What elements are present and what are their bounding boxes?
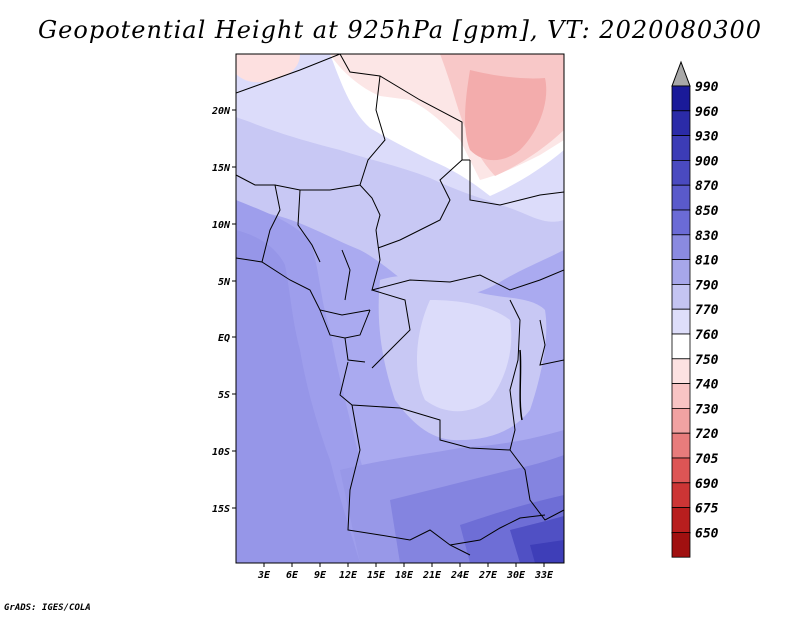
lon-label: 9E xyxy=(314,570,327,581)
map-frame xyxy=(235,53,565,564)
colorbar-swatch xyxy=(671,159,691,186)
lat-tick: 10S xyxy=(212,447,236,458)
colorbar-boxes: 990 960 930 900 870 850 830 810 790 770 760 750 740 7… xyxy=(671,80,719,558)
lat-label: 10N xyxy=(212,220,231,231)
colorbar-swatch xyxy=(671,85,691,112)
colorbar-label: 690 xyxy=(695,477,719,492)
colorbar-swatch xyxy=(671,259,691,285)
grads-credit: GrADS: IGES/COLA xyxy=(4,603,91,613)
country-borders xyxy=(236,54,564,563)
colorbar-swatch xyxy=(671,308,691,335)
lon-axis: 3E 6E 9E 12E 15E 18E 21E 24E 27E 30E 33E xyxy=(257,563,554,581)
lon-tick: 6E xyxy=(286,563,299,581)
lat-label: 5N xyxy=(218,277,231,288)
colorbar-swatch xyxy=(671,507,691,533)
colorbar-swatch xyxy=(671,407,691,434)
lon-label: 12E xyxy=(339,570,358,581)
lon-tick: 21E xyxy=(422,563,442,581)
lat-label: 20N xyxy=(211,106,231,117)
lon-label: 18E xyxy=(395,570,414,581)
lon-label: 33E xyxy=(534,570,554,581)
colorbar-label: 750 xyxy=(695,353,719,368)
lat-tick: 5S xyxy=(218,390,236,401)
lat-tick: 15S xyxy=(212,504,236,515)
colorbar-label: 900 xyxy=(695,154,719,169)
colorbar-swatch xyxy=(671,532,691,558)
lat-tick: EQ xyxy=(218,333,236,344)
lat-tick: 15N xyxy=(212,163,236,174)
colorbar-swatch xyxy=(671,333,691,360)
colorbar-label: 650 xyxy=(695,526,719,541)
lon-label: 24E xyxy=(450,570,470,581)
lon-label: 30E xyxy=(506,570,526,581)
lat-tick: 5N xyxy=(218,277,236,288)
lon-tick: 12E xyxy=(339,563,358,581)
contour-730 xyxy=(465,70,547,161)
colorbar-label: 790 xyxy=(695,278,719,293)
height-field xyxy=(236,54,564,563)
colorbar-label: 760 xyxy=(695,328,719,343)
colorbar-swatch xyxy=(671,209,691,236)
contour-850 xyxy=(236,230,360,563)
colorbar-label: 930 xyxy=(695,130,719,145)
lon-label: 21E xyxy=(422,570,442,581)
colorbar-label: 810 xyxy=(695,254,719,269)
colorbar-top-arrow xyxy=(671,60,691,87)
colorbar-swatch xyxy=(671,457,691,484)
lon-tick: 15E xyxy=(367,563,386,581)
contour-770-basin xyxy=(416,300,512,412)
colorbar-label: 830 xyxy=(695,229,719,244)
lon-label: 6E xyxy=(286,570,299,581)
lat-tick: 20N xyxy=(211,106,236,117)
colorbar-swatch xyxy=(671,358,691,384)
colorbar-label: 720 xyxy=(695,427,719,442)
colorbar-label: 960 xyxy=(695,105,719,120)
colorbar-swatch xyxy=(671,135,691,161)
colorbar-label: 770 xyxy=(695,303,719,318)
colorbar-label: 850 xyxy=(695,204,719,219)
lon-tick: 18E xyxy=(395,563,414,581)
colorbar-swatch xyxy=(671,283,691,310)
colorbar-swatch xyxy=(671,184,691,211)
colorbar-label: 730 xyxy=(695,402,719,417)
lon-tick: 24E xyxy=(450,563,470,581)
lon-tick: 3E xyxy=(257,563,271,581)
contour-730b xyxy=(236,54,300,83)
contour-930-south xyxy=(530,540,564,563)
colorbar-swatch xyxy=(671,234,691,261)
colorbar-swatch xyxy=(671,482,691,508)
lon-tick: 33E xyxy=(534,563,554,581)
map-title: Geopotential Height at 925hPa [gpm], VT:… xyxy=(38,16,762,44)
colorbar-swatch xyxy=(671,383,691,409)
lat-axis: 20N 15N 10N 5N EQ 5S 10S 15S xyxy=(211,106,236,515)
lat-label: 15S xyxy=(212,504,230,515)
colorbar-label: 675 xyxy=(695,502,719,517)
lon-label: 27E xyxy=(478,570,498,581)
lat-label: 5S xyxy=(218,390,230,401)
colorbar-swatch xyxy=(671,110,691,137)
colorbar-label: 870 xyxy=(695,179,719,194)
lon-label: 3E xyxy=(257,570,271,581)
lat-tick: 10N xyxy=(212,220,236,231)
colorbar-label: 740 xyxy=(695,378,719,393)
lat-label: 10S xyxy=(212,447,230,458)
colorbar-label: 705 xyxy=(695,452,719,467)
lon-label: 15E xyxy=(367,570,386,581)
colorbar: 990 960 930 900 870 850 830 810 790 770 760 750 740 7… xyxy=(671,60,719,558)
colorbar-label: 990 xyxy=(695,80,719,95)
lat-label: 15N xyxy=(212,163,231,174)
lon-tick: 27E xyxy=(478,563,498,581)
colorbar-swatch xyxy=(671,432,691,459)
lat-label: EQ xyxy=(218,333,230,344)
lon-tick: 9E xyxy=(314,563,327,581)
lon-tick: 30E xyxy=(506,563,526,581)
